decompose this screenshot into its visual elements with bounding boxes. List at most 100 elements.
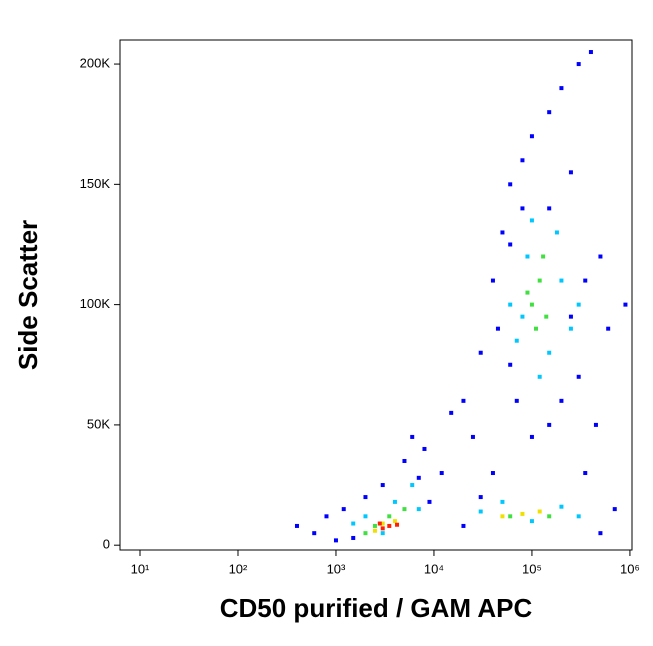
data-point xyxy=(341,507,346,512)
data-point xyxy=(554,230,559,235)
data-point xyxy=(508,362,513,367)
data-point xyxy=(537,374,542,379)
data-point xyxy=(490,278,495,283)
data-point xyxy=(576,302,581,307)
y-tick-label: 150K xyxy=(80,176,111,191)
data-point xyxy=(392,519,397,524)
y-tick-label: 100K xyxy=(80,296,111,311)
data-point xyxy=(372,528,377,533)
data-point xyxy=(500,514,505,519)
data-point xyxy=(547,206,552,211)
data-point xyxy=(576,374,581,379)
data-point xyxy=(529,218,534,223)
data-point xyxy=(514,338,519,343)
data-point xyxy=(395,522,400,527)
data-point xyxy=(416,475,421,480)
data-point xyxy=(576,62,581,67)
data-point xyxy=(598,254,603,259)
x-tick-label: 10⁴ xyxy=(424,561,444,576)
x-tick-label: 10³ xyxy=(327,561,346,576)
data-point xyxy=(593,422,598,427)
data-point xyxy=(380,483,385,488)
data-point xyxy=(508,242,513,247)
x-tick-label: 10⁵ xyxy=(522,561,542,576)
data-point xyxy=(427,499,432,504)
data-point xyxy=(612,507,617,512)
data-point xyxy=(500,230,505,235)
data-point xyxy=(547,514,552,519)
data-point xyxy=(568,326,573,331)
data-point xyxy=(508,514,513,519)
data-point xyxy=(508,302,513,307)
data-point xyxy=(623,302,628,307)
data-point xyxy=(392,499,397,504)
data-point xyxy=(351,521,356,526)
data-point xyxy=(312,531,317,536)
data-point xyxy=(449,410,454,415)
data-point xyxy=(333,538,338,543)
data-point xyxy=(410,434,415,439)
data-point xyxy=(588,50,593,55)
data-point xyxy=(500,499,505,504)
data-point xyxy=(478,495,483,500)
data-point xyxy=(568,170,573,175)
data-point xyxy=(351,535,356,540)
data-point xyxy=(529,134,534,139)
data-point xyxy=(576,514,581,519)
x-tick-label: 10¹ xyxy=(131,561,150,576)
data-point xyxy=(372,523,377,528)
data-point xyxy=(525,290,530,295)
data-point xyxy=(363,514,368,519)
data-point xyxy=(363,531,368,536)
data-point xyxy=(568,314,573,319)
data-point xyxy=(544,314,549,319)
data-point xyxy=(559,86,564,91)
data-point xyxy=(402,458,407,463)
x-tick-label: 10² xyxy=(229,561,248,576)
data-point xyxy=(470,434,475,439)
data-point xyxy=(559,278,564,283)
data-point xyxy=(520,314,525,319)
data-point xyxy=(490,471,495,476)
data-point xyxy=(537,278,542,283)
data-point xyxy=(461,398,466,403)
data-point xyxy=(402,507,407,512)
y-tick-label: 50K xyxy=(87,416,110,431)
y-tick-label: 0 xyxy=(103,537,110,552)
data-point xyxy=(583,278,588,283)
data-point xyxy=(606,326,611,331)
data-point xyxy=(559,504,564,509)
data-point xyxy=(478,509,483,514)
data-point xyxy=(478,350,483,355)
data-point xyxy=(377,521,382,526)
data-point xyxy=(529,434,534,439)
data-point xyxy=(514,398,519,403)
data-point xyxy=(439,471,444,476)
data-point xyxy=(520,511,525,516)
data-point xyxy=(387,523,392,528)
data-point xyxy=(537,509,542,514)
plot-frame xyxy=(119,39,633,551)
data-point xyxy=(559,398,564,403)
data-point xyxy=(529,302,534,307)
data-point xyxy=(363,495,368,500)
data-point xyxy=(508,182,513,187)
data-point xyxy=(324,514,329,519)
data-point xyxy=(422,446,427,451)
y-tick-label: 200K xyxy=(80,55,111,70)
x-axis-label: CD50 purified / GAM APC xyxy=(220,593,533,623)
data-point xyxy=(598,531,603,536)
data-point xyxy=(547,110,552,115)
data-point xyxy=(547,422,552,427)
data-point xyxy=(533,326,538,331)
data-point xyxy=(410,483,415,488)
data-point xyxy=(583,471,588,476)
data-point xyxy=(525,254,530,259)
data-point xyxy=(387,514,392,519)
data-point xyxy=(520,158,525,163)
data-point xyxy=(547,350,552,355)
data-point xyxy=(294,523,299,528)
data-point xyxy=(380,526,385,531)
x-tick-label: 10⁶ xyxy=(620,561,640,576)
